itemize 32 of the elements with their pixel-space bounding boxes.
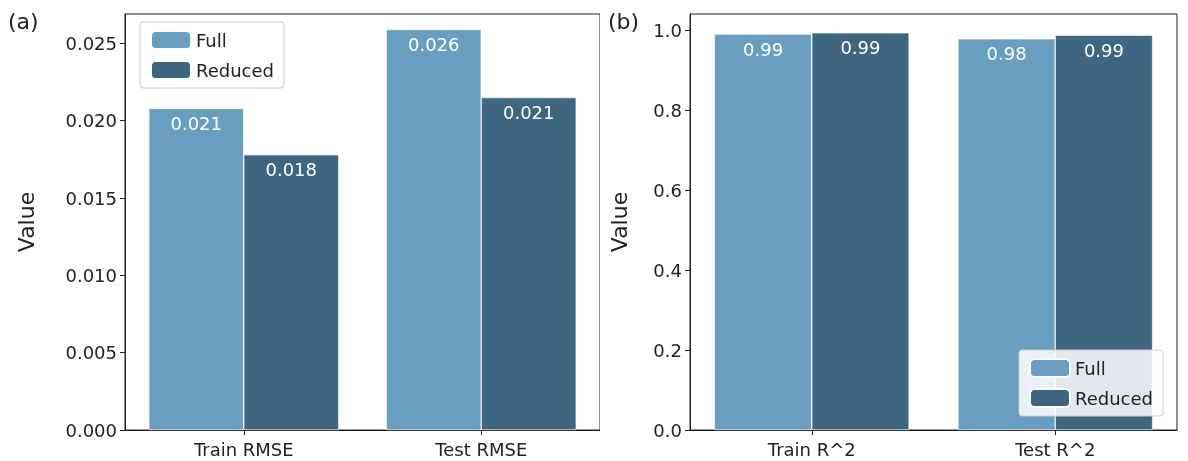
data-label: 0.021 xyxy=(502,102,555,124)
data-label: 0.99 xyxy=(840,37,881,59)
data-label: 0.99 xyxy=(743,38,784,60)
y-tick-label: 0.4 xyxy=(653,259,682,281)
y-tick-label: 1.0 xyxy=(653,19,682,41)
y-tick-label: 0.015 xyxy=(65,187,117,209)
y-tick-label: 0.8 xyxy=(653,99,682,121)
x-tick-label: Train RMSE xyxy=(192,438,294,460)
legend-label: Full xyxy=(1075,357,1106,379)
legend-label: Reduced xyxy=(196,59,275,81)
y-tick-label: 0.0 xyxy=(653,419,682,441)
y-axis-title: Value xyxy=(13,191,39,253)
text: (a) xyxy=(8,8,39,34)
x-tick-label: Test R^2 xyxy=(1014,438,1096,460)
y-tick-label: 0.025 xyxy=(65,32,117,54)
y-axis-title: Value xyxy=(606,191,632,253)
text: (b) xyxy=(608,8,640,34)
legend-label: Full xyxy=(196,29,227,51)
y-tick-label: 0.6 xyxy=(653,179,682,201)
data-label: 0.98 xyxy=(986,43,1027,65)
data-label: 0.018 xyxy=(265,159,318,181)
data-label: 0.021 xyxy=(170,112,223,134)
x-tick-label: Test RMSE xyxy=(434,438,528,460)
x-tick-label: Train R^2 xyxy=(766,438,856,460)
y-tick-label: 0.2 xyxy=(653,339,682,361)
y-tick-label: 0.005 xyxy=(65,342,117,364)
legend-label: Reduced xyxy=(1075,387,1154,409)
data-label: 0.99 xyxy=(1083,39,1124,61)
data-label: 0.026 xyxy=(407,33,460,55)
y-tick-label: 0.010 xyxy=(65,264,117,286)
y-tick-label: 0.000 xyxy=(65,419,117,441)
y-tick-label: 0.020 xyxy=(65,110,117,132)
